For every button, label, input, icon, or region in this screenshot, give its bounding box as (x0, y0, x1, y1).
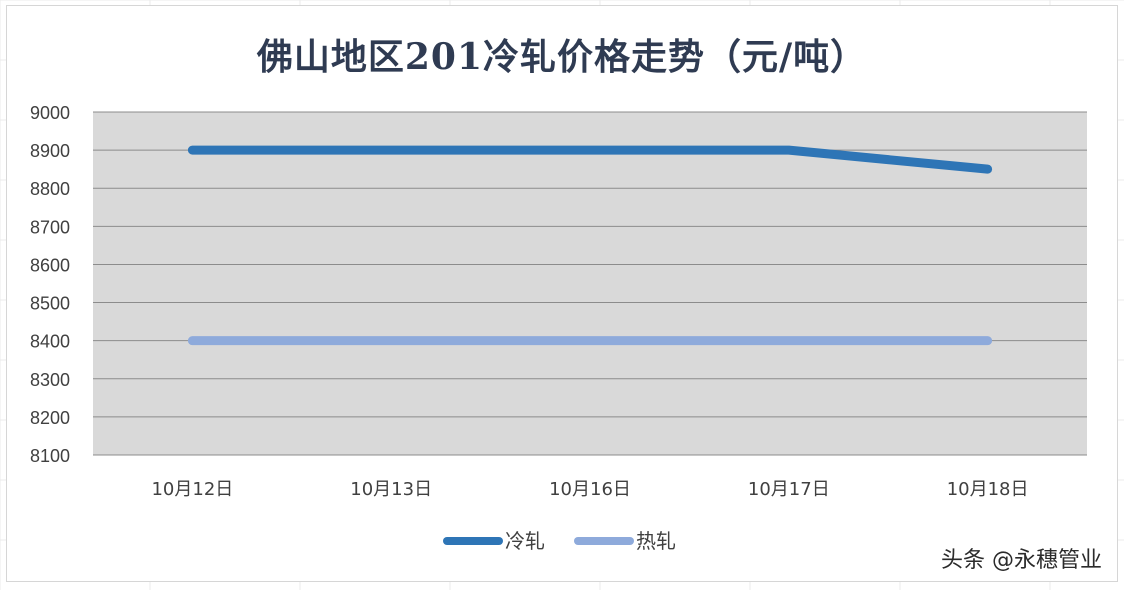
y-tick-label: 8800 (30, 179, 70, 199)
y-tick-label: 8300 (30, 370, 70, 390)
y-tick-label: 8600 (30, 255, 70, 275)
x-tick-label: 10月18日 (947, 479, 1029, 500)
series-line-1 (187, 145, 993, 174)
x-tick-label: 10月13日 (350, 479, 432, 500)
y-tick-label: 8100 (30, 446, 70, 466)
x-tick-label: 10月12日 (151, 479, 233, 500)
y-tick-label: 8700 (30, 217, 70, 237)
legend-label: 冷轧 (505, 529, 545, 553)
plot-area (93, 112, 1087, 455)
y-tick-label: 8200 (30, 408, 70, 428)
x-tick-label: 10月17日 (748, 479, 830, 500)
y-tick-label: 8900 (30, 141, 70, 161)
chart-title: 佛山地区201冷轧价格走势（元/吨） (256, 36, 868, 78)
watermark: 头条 @永穗管业 (935, 540, 1108, 576)
x-tick-label: 10月16日 (549, 479, 631, 500)
y-tick-label: 8400 (30, 332, 70, 352)
legend-label: 热轧 (636, 529, 676, 553)
y-tick-label: 8500 (30, 294, 70, 314)
y-tick-label: 9000 (30, 103, 70, 123)
